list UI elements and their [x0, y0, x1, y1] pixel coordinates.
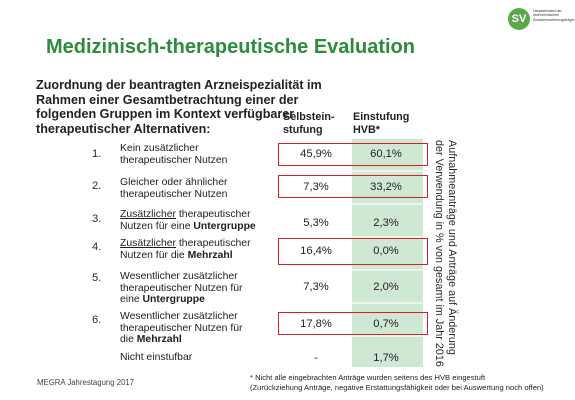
subtitle: Zuordnung der beantragten Arzneispeziali…: [36, 78, 322, 136]
row-label-line: Gleicher oder ähnlicher: [120, 177, 228, 188]
row-label-underlined: Zusätzlicher: [120, 209, 177, 220]
value-hvb: 2,3%: [373, 217, 399, 229]
row-number: 2.: [92, 180, 102, 192]
hvb-column-separators: [352, 139, 423, 367]
value-hvb: 33,2%: [370, 181, 402, 193]
row-number: 1.: [92, 148, 102, 160]
column-header-hvb-line2: HVB*: [353, 124, 380, 136]
footnote-line: (Zurückziehung Anträge, negative Erstatt…: [250, 382, 544, 392]
row-label-underlined: Zusätzlicher: [120, 238, 177, 249]
row-label: Wesentlicher zusätzlicher therapeutische…: [120, 271, 285, 306]
column-header-self-line1: Selbstein-: [283, 111, 335, 123]
row-number: 5.: [92, 272, 102, 284]
row-label: Zusätzlicher therapeutischer Nutzen für …: [120, 238, 285, 261]
page-title: Medizinisch-therapeutische Evaluation: [46, 36, 415, 58]
logo-mark-icon: [508, 8, 530, 30]
logo-mark-text: SV: [511, 13, 527, 25]
row-number: 6.: [92, 314, 102, 326]
row-label: Kein zusätzlicher therapeutischer Nutzen: [120, 143, 285, 166]
row-label-line: Nutzen für die: [120, 249, 188, 261]
side-note: Aufnahmeanträge und Anträge auf Änderung…: [428, 140, 458, 370]
row-label-line: therapeutischer Nutzen: [120, 154, 228, 166]
row-label: Nicht einstufbar: [120, 352, 285, 364]
row-label-line: therapeutischer Nutzen: [120, 188, 228, 200]
row-number: 4.: [92, 241, 102, 253]
value-hvb: 2,0%: [373, 281, 399, 293]
logo-text: Hauptverband der österreichischen Sozial…: [533, 9, 575, 22]
column-header-hvb: Einstufung HVB*: [353, 111, 419, 137]
highlight-box: [278, 238, 428, 265]
row-label-line: therapeutischer Nutzen für: [120, 322, 243, 334]
value-hvb: 1,7%: [373, 352, 399, 364]
highlight-box: [278, 143, 428, 166]
highlight-box: [278, 312, 428, 335]
row-label-bold: Untergruppe: [142, 294, 205, 305]
value-self: 7,3%: [303, 181, 329, 193]
row-label-line: Wesentlicher zusätzlicher: [120, 271, 238, 282]
row-label-bold: Untergruppe: [193, 220, 256, 232]
logo: SV Hauptverband der österreichischen Soz…: [508, 8, 575, 38]
row-label-bold: Mehrzahl: [136, 334, 182, 345]
row-label-line: therapeutischer: [176, 209, 251, 220]
footer-event: MEGRA Jahrestagung 2017: [37, 378, 135, 387]
row-number: 3.: [92, 213, 102, 225]
value-hvb: 0,7%: [373, 318, 399, 330]
value-self: -: [314, 352, 318, 364]
value-self: 45,9%: [300, 148, 332, 160]
row-label-line: therapeutischer: [176, 238, 251, 249]
row-label-bold: Mehrzahl: [187, 249, 233, 261]
side-note-text: Aufnahmeanträge und Anträge auf Änderung…: [433, 140, 458, 367]
row-label-line: Wesentlicher zusätzlicher: [120, 311, 238, 322]
row-label-line: therapeutischer Nutzen für: [120, 282, 243, 294]
row-label-line: Nutzen für eine: [120, 220, 194, 232]
value-self: 16,4%: [300, 245, 332, 257]
value-hvb: 0,0%: [373, 245, 399, 257]
footnote: * Nicht alle eingebrachten Anträge wurde…: [250, 373, 570, 392]
row-label-line: Nicht einstufbar: [120, 352, 193, 363]
row-label: Gleicher oder ähnlicher therapeutischer …: [120, 177, 285, 200]
value-self: 7,3%: [303, 281, 329, 293]
column-header-self: Selbstein- stufung: [283, 111, 343, 137]
row-label-line: die: [120, 334, 137, 345]
value-self: 17,8%: [300, 318, 332, 330]
value-self: 5,3%: [303, 217, 329, 229]
row-label-line: eine: [120, 294, 143, 305]
value-hvb: 60,1%: [370, 148, 402, 160]
row-label-line: Kein zusätzlicher: [120, 143, 199, 154]
highlight-box: [278, 175, 428, 198]
footnote-line: * Nicht alle eingebrachten Anträge wurde…: [250, 373, 486, 382]
row-label: Wesentlicher zusätzlicher therapeutische…: [120, 311, 285, 346]
row-label: Zusätzlicher therapeutischer Nutzen für …: [120, 209, 285, 232]
column-header-hvb-line1: Einstufung: [353, 111, 410, 123]
column-header-self-line2: stufung: [283, 124, 323, 136]
